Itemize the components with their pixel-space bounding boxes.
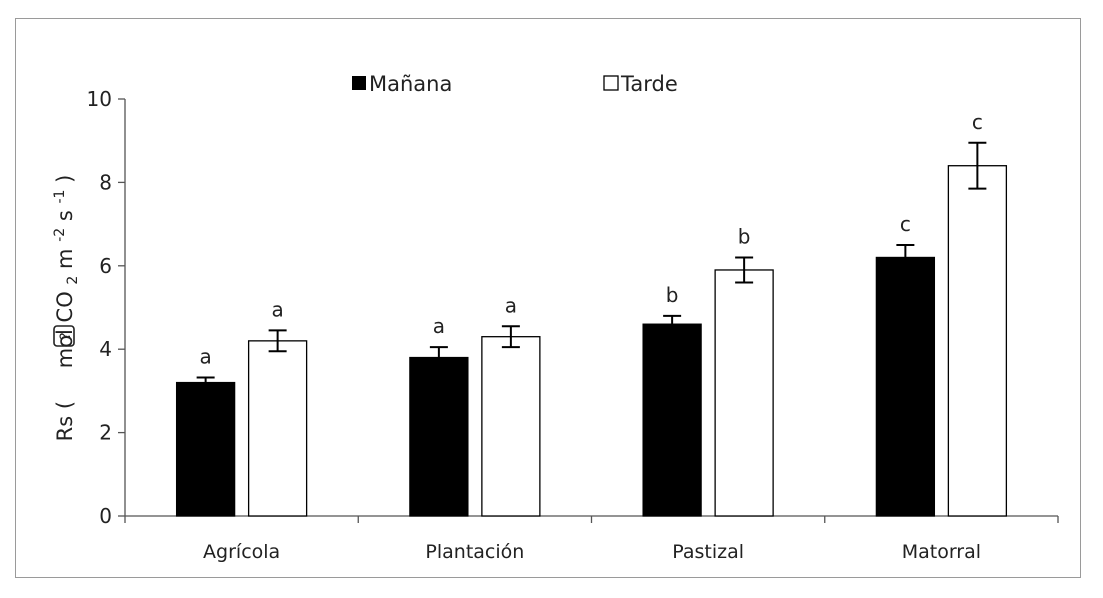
legend-swatch-tarde [603,75,619,91]
y-axis-label-s: s [53,210,77,221]
y-axis-label-sup-m: -2 [52,228,68,242]
legend-label-tarde: Tarde [620,72,678,96]
y-axis-label-m: m [53,248,77,268]
y-axis-label-close: ) [53,175,77,183]
significance-label: c [972,110,983,134]
missing-glyph-box [53,325,75,347]
y-tick-label: 0 [99,504,112,528]
significance-label: a [199,345,211,369]
bar-manana [642,323,702,517]
y-tick-label: 10 [87,87,112,111]
y-tick-label: 4 [99,337,112,361]
axes: 0 2 4 6 8 10 Agrícola Plantación Pastizal Matorra… [87,87,1059,563]
bar-tarde [947,165,1008,517]
bar-tarde [481,336,541,517]
x-tick-label: Agrícola [203,541,280,563]
significance-label: b [666,283,679,307]
missing-glyph: ? [58,332,74,339]
x-tick-label: Matorral [902,541,981,563]
y-axis-label-mol: mol CO [53,291,77,368]
svg-text:Rs ( mol CO 2: Rs ( mol CO 2 m -2 s -1 ) [45,175,82,442]
significance-label: b [738,224,751,248]
y-tick-label: 8 [99,170,112,194]
bar-manana [875,256,936,517]
legend-label-manana: Mañana [369,72,452,96]
x-tick-label: Pastizal [672,541,744,563]
bar-manana [175,381,236,517]
chart-frame [15,18,1081,578]
x-tick-label: Plantación [425,541,524,563]
bar-manana [409,356,469,517]
y-axis-label-prefix: Rs ( [53,401,77,441]
y-axis-label-sup-s: -1 [52,190,68,204]
bars: a a a a b b c c [175,110,1008,517]
bar-tarde [714,269,774,517]
y-axis-label: Rs ( mol CO 2 m -2 s -1 ) ? [45,175,82,442]
significance-label: a [433,314,445,338]
y-tick-label: 6 [99,254,112,278]
bar-tarde [247,340,308,517]
significance-label: a [505,293,517,317]
y-tick-label: 2 [99,421,112,445]
legend: Mañana Tarde [352,72,678,96]
legend-swatch-manana [352,76,366,90]
y-axis-label-sub: 2 [65,276,81,285]
significance-label: a [271,297,283,321]
significance-label: c [900,212,911,236]
